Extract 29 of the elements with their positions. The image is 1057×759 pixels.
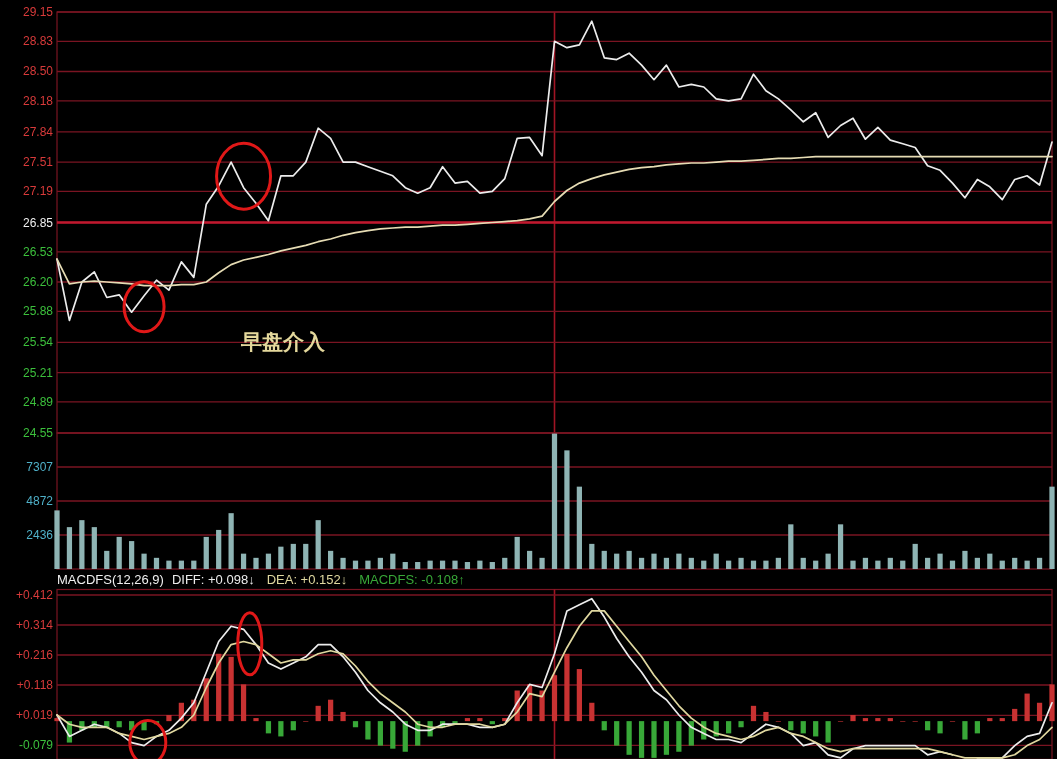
y-tick-label: -0.079 [18, 738, 54, 753]
y-tick-label: +0.019 [15, 708, 54, 723]
chart-title: MACDFS(12,26,9) [57, 571, 164, 587]
y-tick-label: 7307 [26, 460, 54, 475]
y-tick-label: 27.84 [22, 124, 54, 139]
y-tick-label: 28.18 [22, 93, 54, 108]
text: DEA: +0.152↓ [266, 571, 348, 587]
annotation: 早盘介入 [240, 329, 327, 353]
y-tick-label: 28.83 [22, 34, 54, 49]
y-tick-label: 4872 [26, 494, 54, 508]
y-tick-label: +0.216 [15, 648, 54, 663]
y-tick-label: 25.88 [22, 304, 54, 319]
y-tick-label: +0.412 [15, 588, 54, 603]
y-tick-label: 24.89 [22, 394, 54, 409]
y-tick-label: +0.118 [16, 678, 54, 693]
y-tick-label: 28.50 [22, 64, 54, 79]
text: MACDFS: -0.108↑ [359, 571, 465, 587]
y-tick-label: 27.19 [22, 184, 54, 199]
y-tick-label: 25.54 [22, 335, 54, 350]
y-tick-label: 26.85 [22, 215, 54, 230]
y-tick-label: 27.51 [22, 155, 54, 170]
y-tick-label: 2436 [26, 528, 54, 542]
y-tick-label: 26.53 [22, 244, 54, 259]
y-tick-label: +0.314 [15, 618, 54, 633]
y-tick-label: 29.15 [22, 5, 54, 19]
y-tick-label: 25.21 [22, 365, 54, 380]
y-tick-label: 26.20 [22, 274, 54, 289]
text: DIFF: +0.098↓ [171, 571, 255, 587]
y-tick-label: 24.55 [22, 426, 54, 440]
